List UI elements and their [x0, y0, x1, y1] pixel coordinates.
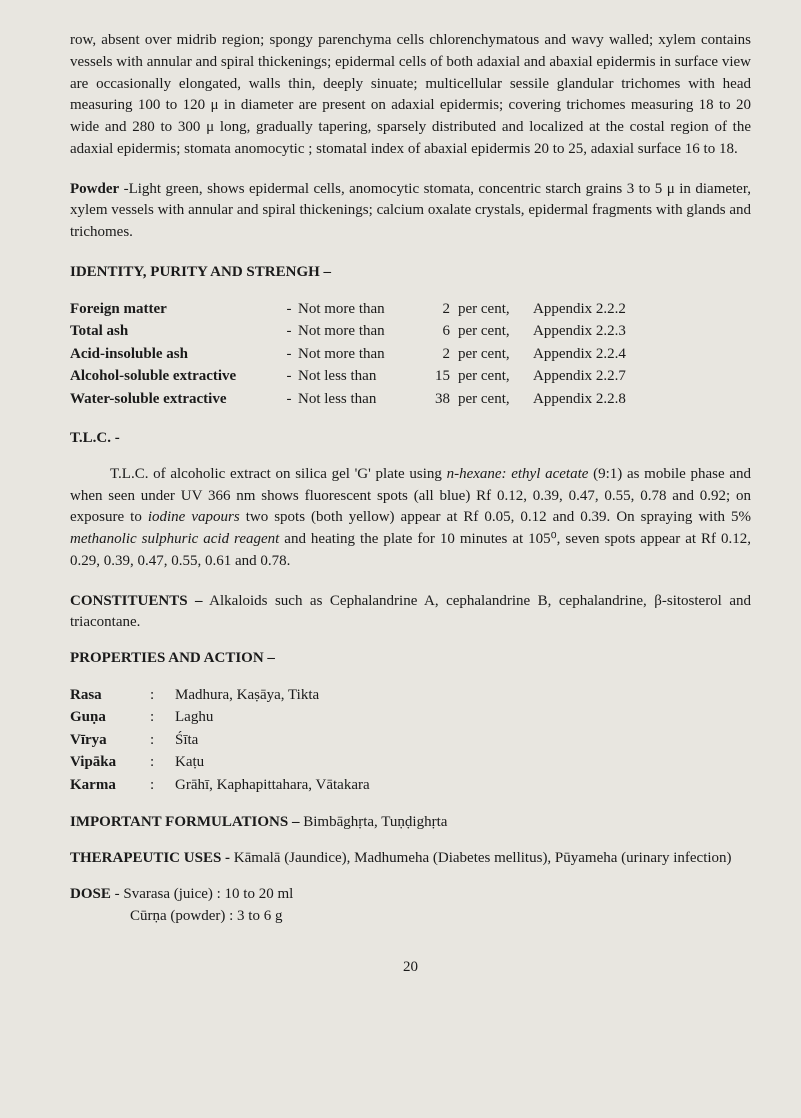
row-desc: Not more than	[298, 343, 423, 366]
therapeutic-uses: THERAPEUTIC USES - Kāmalā (Jaundice), Ma…	[70, 848, 751, 870]
row-label: Total ash	[70, 320, 280, 343]
definition-row: Karma:Grāhī, Kaphapittahara, Vātakara	[70, 774, 751, 797]
definitions-list: Rasa:Madhura, Kaṣāya, TiktaGuṇa:LaghuVīr…	[70, 684, 751, 797]
row-label: Water-soluble extractive	[70, 388, 280, 411]
row-dash: -	[280, 298, 298, 321]
powder-prefix: Powder	[70, 181, 119, 197]
important-formulations: IMPORTANT FORMULATIONS – Bimbāghṛta, Tuṇ…	[70, 812, 751, 834]
def-colon: :	[150, 706, 175, 729]
row-appendix: Appendix 2.2.8	[533, 388, 751, 411]
paragraph-1: row, absent over midrib region; spongy p…	[70, 30, 751, 161]
constituents-line: CONSTITUENTS – Alkaloids such as Cephala…	[70, 591, 751, 635]
tlc-p1: T.L.C. of alcoholic extract on silica ge…	[110, 466, 447, 482]
definition-row: Vīrya:Śīta	[70, 729, 751, 752]
def-colon: :	[150, 729, 175, 752]
tlc-paragraph: T.L.C. of alcoholic extract on silica ge…	[70, 464, 751, 573]
def-desc: Grāhī, Kaphapittahara, Vātakara	[175, 774, 751, 797]
dose-prefix: DOSE	[70, 886, 111, 902]
table-row: Alcohol-soluble extractive-Not less than…	[70, 365, 751, 388]
row-percent: per cent,	[458, 298, 533, 321]
row-desc: Not more than	[298, 298, 423, 321]
tlc-i2: iodine vapours	[148, 509, 240, 525]
row-percent: per cent,	[458, 365, 533, 388]
dose-line-1: DOSE - Svarasa (juice) : 10 to 20 ml	[70, 884, 751, 906]
heading-identity: IDENTITY, PURITY AND STRENGH –	[70, 262, 751, 284]
row-dash: -	[280, 388, 298, 411]
row-desc: Not less than	[298, 388, 423, 411]
row-percent: per cent,	[458, 343, 533, 366]
definition-row: Rasa:Madhura, Kaṣāya, Tikta	[70, 684, 751, 707]
row-desc: Not more than	[298, 320, 423, 343]
therapeutic-rest: Kāmalā (Jaundice), Madhumeha (Diabetes m…	[230, 850, 732, 866]
row-desc: Not less than	[298, 365, 423, 388]
table-row: Total ash-Not more than6per cent,Appendi…	[70, 320, 751, 343]
row-label: Alcohol-soluble extractive	[70, 365, 280, 388]
tlc-label: T.L.C. -	[70, 428, 751, 450]
paragraph-powder: Powder -Light green, shows epidermal cel…	[70, 179, 751, 244]
table-row: Acid-insoluble ash-Not more than2per cen…	[70, 343, 751, 366]
identity-table: Foreign matter-Not more than2per cent,Ap…	[70, 298, 751, 411]
dose-line-2: Cūrṇa (powder) : 3 to 6 g	[70, 906, 751, 928]
page-number: 20	[70, 957, 751, 979]
important-prefix: IMPORTANT FORMULATIONS –	[70, 814, 299, 830]
heading-properties: PROPERTIES AND ACTION –	[70, 648, 751, 670]
row-appendix: Appendix 2.2.4	[533, 343, 751, 366]
definition-row: Guṇa:Laghu	[70, 706, 751, 729]
row-percent: per cent,	[458, 320, 533, 343]
def-term: Guṇa	[70, 706, 150, 729]
row-num: 6	[423, 320, 458, 343]
row-num: 2	[423, 343, 458, 366]
row-num: 15	[423, 365, 458, 388]
dose-rest: - Svarasa (juice) : 10 to 20 ml	[111, 886, 293, 902]
def-colon: :	[150, 684, 175, 707]
table-row: Foreign matter-Not more than2per cent,Ap…	[70, 298, 751, 321]
def-colon: :	[150, 774, 175, 797]
def-term: Karma	[70, 774, 150, 797]
constituents-prefix: CONSTITUENTS –	[70, 593, 203, 609]
tlc-i3: methanolic sulphuric acid reagent	[70, 531, 279, 547]
powder-rest: -Light green, shows epidermal cells, ano…	[70, 181, 751, 241]
def-desc: Kaṭu	[175, 751, 751, 774]
dose-block: DOSE - Svarasa (juice) : 10 to 20 ml Cūr…	[70, 884, 751, 928]
def-term: Vīrya	[70, 729, 150, 752]
row-label: Acid-insoluble ash	[70, 343, 280, 366]
row-percent: per cent,	[458, 388, 533, 411]
def-desc: Śīta	[175, 729, 751, 752]
def-colon: :	[150, 751, 175, 774]
def-desc: Laghu	[175, 706, 751, 729]
row-dash: -	[280, 343, 298, 366]
def-term: Rasa	[70, 684, 150, 707]
definition-row: Vipāka:Kaṭu	[70, 751, 751, 774]
tlc-p3: two spots (both yellow) appear at Rf 0.0…	[240, 509, 751, 525]
row-dash: -	[280, 365, 298, 388]
row-num: 38	[423, 388, 458, 411]
def-desc: Madhura, Kaṣāya, Tikta	[175, 684, 751, 707]
row-num: 2	[423, 298, 458, 321]
therapeutic-prefix: THERAPEUTIC USES -	[70, 850, 230, 866]
row-appendix: Appendix 2.2.2	[533, 298, 751, 321]
tlc-i1: n-hexane: ethyl acetate	[447, 466, 589, 482]
def-term: Vipāka	[70, 751, 150, 774]
row-label: Foreign matter	[70, 298, 280, 321]
row-appendix: Appendix 2.2.3	[533, 320, 751, 343]
row-appendix: Appendix 2.2.7	[533, 365, 751, 388]
table-row: Water-soluble extractive-Not less than38…	[70, 388, 751, 411]
row-dash: -	[280, 320, 298, 343]
important-rest: Bimbāghṛta, Tuṇḍighṛta	[299, 814, 447, 830]
